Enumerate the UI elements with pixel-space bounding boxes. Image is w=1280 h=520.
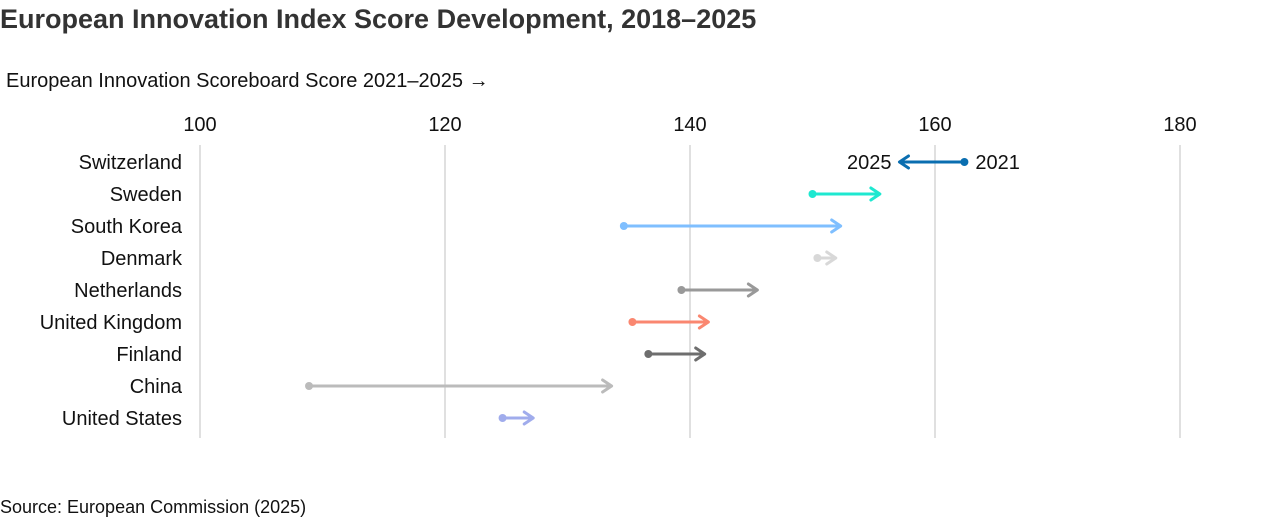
arrow-head xyxy=(694,346,707,362)
start-point xyxy=(619,222,628,230)
start-point xyxy=(305,382,314,390)
arrow-head xyxy=(869,186,882,202)
category-label: Sweden xyxy=(110,184,182,206)
arrow-head xyxy=(522,410,535,426)
category-label: Finland xyxy=(116,344,182,366)
x-tick-label: 100 xyxy=(183,114,216,136)
arrow-head xyxy=(830,218,843,234)
start-point xyxy=(644,350,653,358)
arrow-head xyxy=(897,154,910,170)
x-tick-label: 180 xyxy=(1163,114,1196,136)
category-label: Netherlands xyxy=(74,280,182,302)
start-point xyxy=(813,254,822,262)
start-point xyxy=(498,414,507,422)
start-point xyxy=(808,190,817,198)
start-point xyxy=(677,286,686,294)
category-label: United Kingdom xyxy=(40,312,182,334)
x-axis-label: European Innovation Scoreboard Score 202… xyxy=(6,70,489,92)
arrow-head xyxy=(825,250,838,266)
category-label: Denmark xyxy=(101,248,183,270)
arrow-head xyxy=(746,282,759,298)
x-tick-label: 140 xyxy=(673,114,706,136)
chart-title: European Innovation Index Score Developm… xyxy=(0,4,756,34)
start-year-label: 2021 xyxy=(975,152,1020,174)
start-point xyxy=(960,158,969,166)
start-point xyxy=(628,318,637,326)
x-tick-label: 160 xyxy=(918,114,951,136)
source-note: Source: European Commission (2025) xyxy=(0,497,306,517)
x-tick-label: 120 xyxy=(428,114,461,136)
category-label: Switzerland xyxy=(79,152,182,174)
category-label: South Korea xyxy=(71,216,183,238)
category-label: United States xyxy=(62,408,182,430)
end-year-label: 2025 xyxy=(847,152,892,174)
arrow-head xyxy=(601,378,614,394)
arrow-head xyxy=(697,314,710,330)
category-label: China xyxy=(130,376,183,398)
